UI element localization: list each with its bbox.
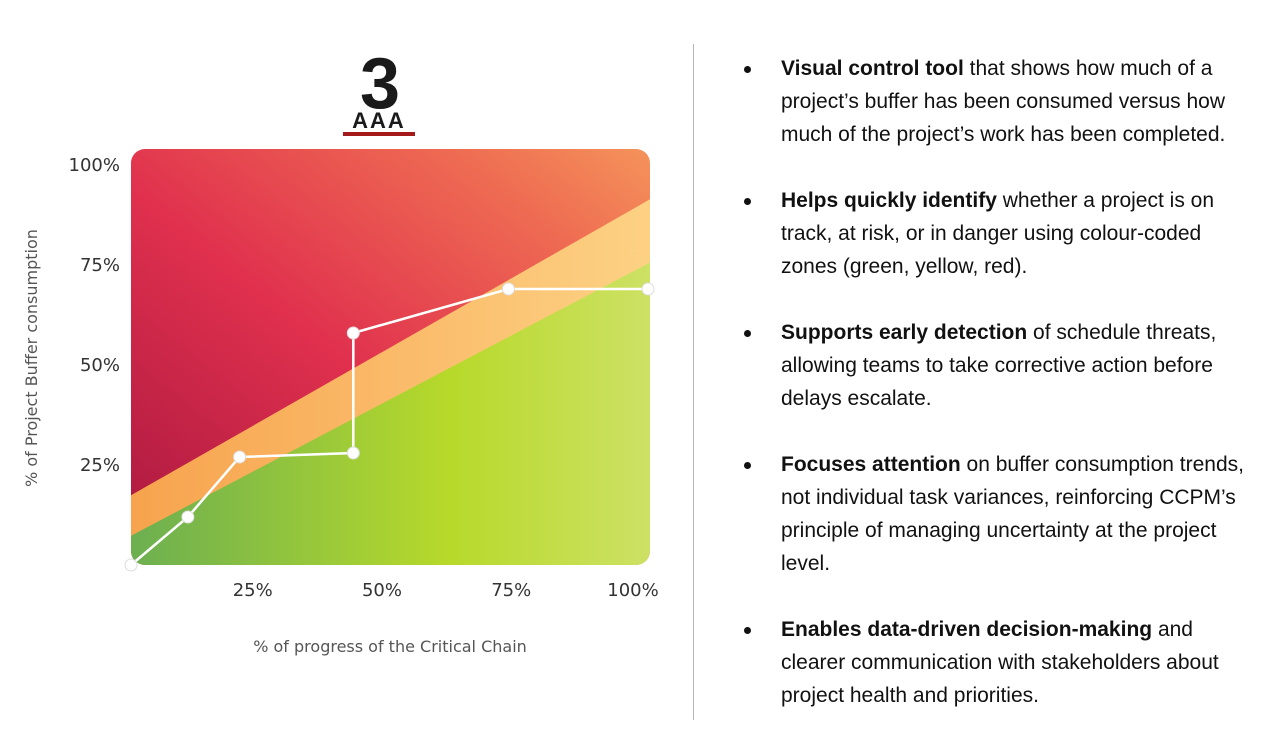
y-tick-label: 25% [80, 455, 120, 476]
bullet-dot-icon [744, 462, 751, 469]
bullet-text: and clearer communication with stakehold… [781, 618, 1219, 707]
bullet-text: of schedule threats, allowing teams to t… [781, 321, 1217, 410]
bullet-dot-icon [744, 198, 751, 205]
x-tick-label: 100% [607, 580, 658, 601]
data-point [501, 282, 515, 296]
data-point [346, 446, 360, 460]
column-divider [693, 44, 694, 720]
y-tick-label: 100% [69, 155, 120, 176]
data-point [346, 326, 360, 340]
data-point [233, 450, 247, 464]
company-logo: 3 AAA [335, 48, 423, 140]
buffer-fever-chart: 100% 75% 50% 25% 25% 50% 75% 100% % of progres… [22, 149, 659, 656]
bullet-text: on buffer consumption trends, not indivi… [781, 453, 1244, 575]
data-point [641, 282, 655, 296]
bullet-dot-icon [744, 66, 751, 73]
x-tick-label: 75% [491, 580, 531, 601]
logo-number: 3 [359, 44, 400, 124]
benefits-list: Visual control tool that shows how much … [742, 52, 1262, 745]
bullet-dot-icon [744, 627, 751, 634]
logo-letters: AAA [352, 108, 406, 133]
data-point [181, 510, 195, 524]
bullet-heading: Enables data-driven decision-making [781, 618, 1153, 641]
bullet-heading: Visual control tool [781, 57, 964, 80]
list-item: Supports early detection of schedule thr… [742, 316, 1262, 415]
x-tick-label: 25% [233, 580, 273, 601]
bullet-text: that shows how much of a project’s buffe… [781, 57, 1226, 146]
list-item: Enables data-driven decision-making and … [742, 613, 1262, 712]
bullet-heading: Supports early detection [781, 321, 1028, 344]
logo-bar [343, 132, 415, 136]
y-tick-label: 75% [80, 255, 120, 276]
list-item: Helps quickly identify whether a project… [742, 184, 1262, 283]
bullet-text: whether a project is on track, at risk, … [781, 189, 1215, 278]
bullet-heading: Focuses attention [781, 453, 961, 476]
green-zone [131, 253, 650, 565]
list-item: Visual control tool that shows how much … [742, 52, 1262, 151]
bullet-heading: Helps quickly identify [781, 189, 997, 212]
bullet-dot-icon [744, 330, 751, 337]
data-point [124, 558, 138, 572]
y-axis-label: % of Project Buffer consumption [22, 229, 41, 487]
y-tick-label: 50% [80, 355, 120, 376]
x-axis-label: % of progress of the Critical Chain [253, 637, 527, 656]
x-tick-label: 50% [362, 580, 402, 601]
list-item: Focuses attention on buffer consumption … [742, 448, 1262, 580]
